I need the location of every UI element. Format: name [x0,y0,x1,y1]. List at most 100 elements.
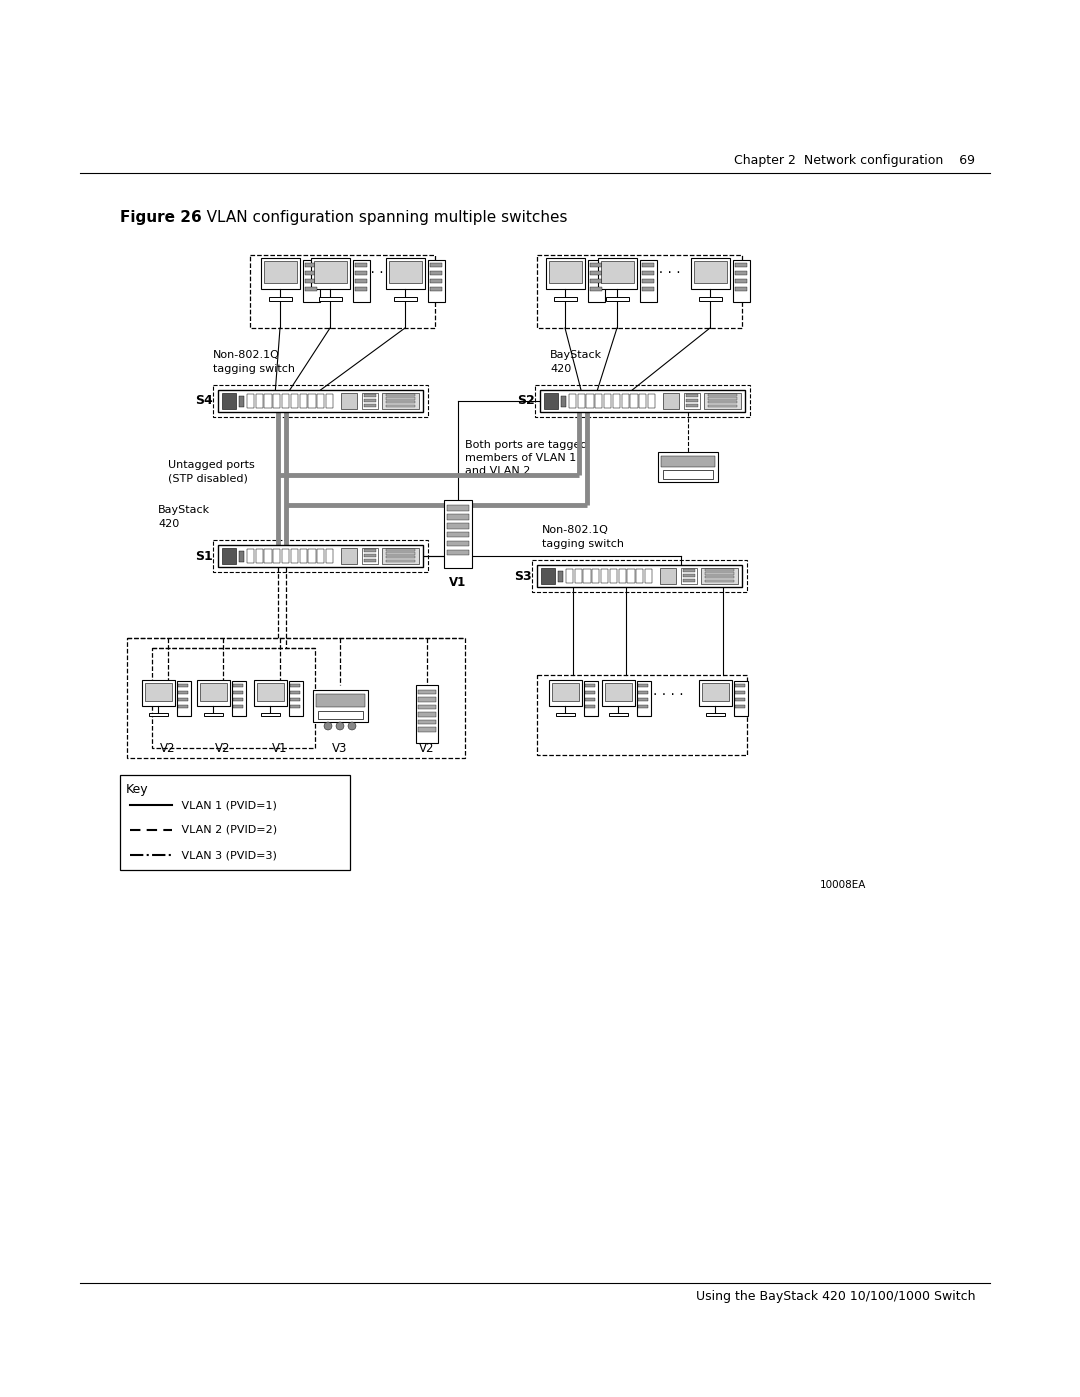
Text: S1: S1 [195,549,213,563]
Bar [246,394,254,408]
Bar [239,395,244,407]
Bar [583,569,591,583]
Text: BayStack: BayStack [550,351,603,360]
Text: V1: V1 [449,576,467,590]
Text: V2: V2 [160,742,176,754]
Bar [735,685,745,687]
Bar [705,569,733,571]
Bar [387,394,415,397]
Bar [416,685,438,743]
Bar [447,541,469,546]
Bar [604,394,611,408]
Bar [735,692,745,694]
Bar [702,683,729,701]
Bar [316,694,365,707]
Text: Chapter 2  Network configuration    69: Chapter 2 Network configuration 69 [734,154,975,168]
Bar [733,260,750,302]
Bar [699,680,732,705]
Bar [595,394,603,408]
Text: 10008EA: 10008EA [820,880,866,890]
Bar [178,698,188,701]
Bar [282,549,289,563]
Bar [602,680,635,705]
Text: VLAN 1 (PVID=1): VLAN 1 (PVID=1) [178,800,276,810]
Bar [590,279,602,284]
Bar [305,279,318,284]
Bar [246,549,254,563]
Bar [585,692,595,694]
Text: Figure 26: Figure 26 [120,210,202,225]
Bar [557,570,563,581]
Bar [145,683,173,701]
Bar [686,394,698,398]
Bar [638,685,648,687]
Bar [537,675,747,754]
Bar [355,271,367,275]
Bar [364,549,376,552]
Bar [389,261,422,284]
Bar [249,256,435,328]
Bar [544,393,558,409]
Bar [447,522,469,528]
Bar [552,683,579,701]
Bar [569,394,576,408]
Bar [537,256,742,328]
Bar [364,394,376,398]
Text: Both ports are tagged
members of VLAN 1
and VLAN 2: Both ports are tagged members of VLAN 1 … [465,440,588,476]
Bar [430,279,442,284]
Circle shape [324,722,332,731]
Bar [326,549,334,563]
Bar [642,286,654,291]
Bar [645,569,652,583]
Bar [612,394,620,408]
Bar [311,258,350,289]
Bar [291,685,300,687]
Bar [590,263,602,267]
Bar [549,261,582,284]
Text: · · · ·: · · · · [652,687,684,703]
Text: tagging switch: tagging switch [213,365,295,374]
Bar [627,569,635,583]
Bar [355,286,367,291]
Bar [177,680,191,717]
Bar [200,683,228,701]
Bar [233,705,243,708]
Text: VLAN 2 (PVID=2): VLAN 2 (PVID=2) [178,826,278,835]
Bar [638,692,648,694]
Bar [222,548,237,564]
Bar [537,564,742,587]
Bar [585,698,595,701]
Bar [291,692,300,694]
Bar [418,704,436,710]
Bar [735,698,745,701]
Bar [663,393,679,409]
Text: VLAN configuration spanning multiple switches: VLAN configuration spanning multiple swi… [192,210,567,225]
Bar [364,559,376,562]
Bar [704,393,741,409]
Bar [341,393,357,409]
Bar [261,712,280,717]
Bar [232,680,246,717]
Circle shape [336,722,345,731]
Bar [213,541,428,571]
Bar [639,394,647,408]
Bar [204,712,222,717]
Bar [683,580,694,583]
Bar [430,286,442,291]
Bar [291,549,298,563]
Bar [326,394,334,408]
Bar [197,680,230,705]
Bar [305,263,318,267]
Bar [447,549,469,555]
Bar [418,712,436,717]
Bar [610,569,617,583]
Bar [291,705,300,708]
Bar [382,393,419,409]
Bar [261,258,300,289]
Bar [680,567,697,584]
Bar [239,550,244,562]
Bar [291,698,300,701]
Bar [532,560,747,592]
Bar [256,394,262,408]
Bar [575,569,582,583]
